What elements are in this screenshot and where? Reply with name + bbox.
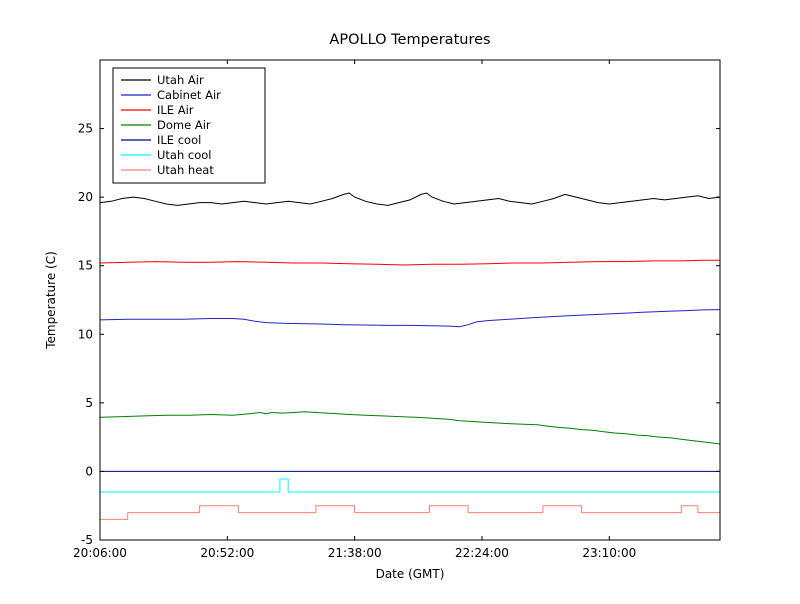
- y-tick-label: -5: [81, 533, 93, 547]
- series-line-utah-cool: [100, 478, 720, 493]
- x-tick-label: 20:06:00: [73, 546, 127, 560]
- y-tick-label: 25: [78, 122, 93, 136]
- x-tick-label: 21:38:00: [328, 546, 382, 560]
- legend-label-utah-air: Utah Air: [157, 73, 204, 87]
- legend-label-cabinet-air: Cabinet Air: [157, 88, 221, 102]
- series-line-ile-air: [99, 259, 720, 266]
- series-group: [99, 192, 721, 520]
- legend-label-dome-air: Dome Air: [157, 118, 211, 132]
- tick-labels: -5 0 5 10 15 20 25 20:06:00 20:52:00 21:38:00 22:2…: [73, 122, 636, 560]
- y-tick-label: 0: [85, 464, 93, 478]
- series-line-cabinet-air: [99, 309, 721, 328]
- legend-label-utah-heat: Utah heat: [157, 163, 214, 177]
- series-line-dome-air: [99, 411, 721, 445]
- x-tick-label: 22:24:00: [455, 546, 509, 560]
- series-line-utah-heat: [100, 505, 720, 520]
- x-tick-label: 23:10:00: [582, 546, 636, 560]
- series-line-utah-air: [99, 192, 721, 206]
- y-tick-label: 10: [78, 327, 93, 341]
- x-axis-label: Date (GMT): [376, 567, 445, 581]
- legend-label-utah-cool: Utah cool: [157, 148, 212, 162]
- plot-frame: [99, 59, 721, 541]
- legend-label-ile-cool: ILE cool: [157, 133, 201, 147]
- y-tick-label: 20: [78, 190, 93, 204]
- x-tick-label: 20:52:00: [200, 546, 254, 560]
- chart-title: APOLLO Temperatures: [329, 32, 490, 48]
- y-tick-label: 15: [78, 259, 93, 273]
- axis-ticks: [99, 60, 720, 541]
- y-tick-label: 5: [85, 396, 93, 410]
- y-axis-label: Temperature (C): [44, 251, 58, 350]
- legend-label-ile-air: ILE Air: [157, 103, 194, 117]
